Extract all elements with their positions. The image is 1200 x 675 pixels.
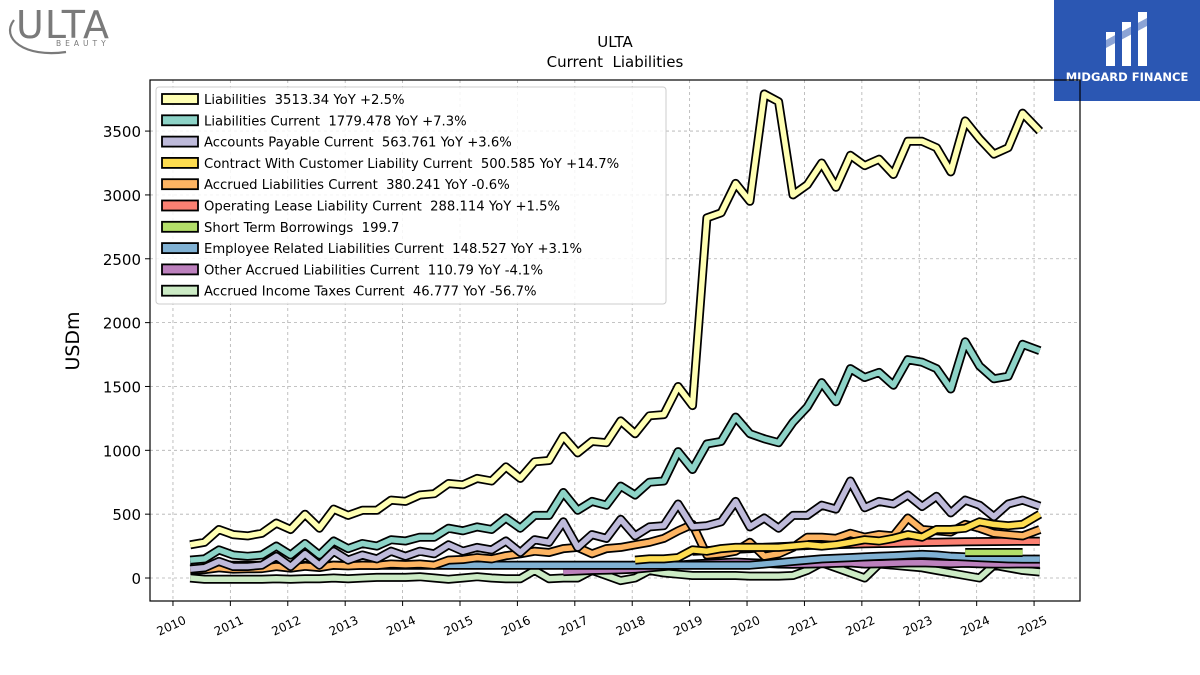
legend-entry-label: Other Accrued Liabilities Current 110.79… <box>204 263 543 278</box>
x-tick-label: 2015 <box>442 613 476 639</box>
chart-subtitle: Current Liabilities <box>547 53 684 71</box>
x-tick-label: 2014 <box>384 613 418 639</box>
legend-entry-label: Accounts Payable Current 563.761 YoY +3.… <box>204 136 512 151</box>
series-stroke <box>189 339 1041 563</box>
legend-entry-label: Employee Related Liabilities Current 148… <box>204 242 582 257</box>
legend-swatch <box>161 199 199 212</box>
y-tick-label: 1000 <box>103 442 141 460</box>
series-line-3 <box>634 510 1043 565</box>
plot-frame <box>149 79 1081 602</box>
series-line-4 <box>189 513 1042 575</box>
legend-entry-label: Accrued Liabilities Current 380.241 YoY … <box>204 178 510 193</box>
y-tick-label: 500 <box>112 506 141 524</box>
y-tick-label: 0 <box>131 570 141 588</box>
x-tick-label: 2012 <box>269 613 303 639</box>
series-stroke <box>190 515 1041 574</box>
x-tick-label: 2022 <box>844 613 878 639</box>
x-tick-label: 2023 <box>901 613 935 639</box>
legend-entry-label: Liabilities 3513.34 YoY +2.5% <box>204 93 405 108</box>
legend-swatch <box>161 178 199 191</box>
legend-swatch <box>161 284 199 297</box>
midgard-finance-logo: MIDGARD FINANCE <box>1054 0 1200 101</box>
y-tick-label: 2000 <box>103 315 141 333</box>
x-tick-label: 2020 <box>729 613 763 639</box>
legend-entry-label: Contract With Customer Liability Current… <box>204 157 619 172</box>
x-tick-label: 2018 <box>614 613 648 639</box>
legend-swatch <box>161 93 199 105</box>
midgard-brand-text: MIDGARD FINANCE <box>1065 70 1189 84</box>
chart-title: ULTA <box>597 33 633 51</box>
y-tick-label: 3000 <box>103 187 141 205</box>
x-tick-label: 2024 <box>958 613 992 639</box>
x-tick-label: 2016 <box>499 613 533 639</box>
midgard-mark-icon <box>1106 12 1147 66</box>
series-layer <box>189 89 1044 586</box>
legend-entry-label: Operating Lease Liability Current 288.11… <box>204 200 560 215</box>
x-tick-label: 2010 <box>155 613 189 639</box>
legend-swatch <box>161 242 199 255</box>
legend-entry-label: Short Term Borrowings 199.7 <box>204 221 399 236</box>
legend-swatch <box>161 220 199 233</box>
series-line-2 <box>189 476 1042 574</box>
y-tick-label: 1500 <box>103 378 141 396</box>
y-tick-label: 3500 <box>103 123 141 141</box>
x-tick-label: 2011 <box>212 613 246 639</box>
x-tick-label: 2025 <box>1016 613 1050 639</box>
ulta-logo: ULTA BEAUTY <box>4 2 134 58</box>
legend-box <box>155 86 667 305</box>
ulta-logo-subtext: BEAUTY <box>56 39 110 48</box>
series-stroke <box>189 91 1042 548</box>
legend-swatch <box>161 156 199 169</box>
legend-swatch <box>161 263 199 276</box>
x-tick-label: 2013 <box>327 613 361 639</box>
x-tick-label: 2019 <box>671 613 705 639</box>
legend-swatch <box>161 114 199 127</box>
legend-entry-label: Accrued Income Taxes Current 46.777 YoY … <box>204 285 537 300</box>
y-tick-label: 2500 <box>103 251 141 269</box>
series-line-1 <box>189 337 1042 565</box>
x-tick-label: 2021 <box>786 613 820 639</box>
x-tick-label: 2017 <box>556 613 590 639</box>
legend-swatch <box>161 135 199 148</box>
ulta-swoosh-icon <box>8 19 67 55</box>
ulta-logo-text: ULTA <box>16 3 110 47</box>
series-stroke <box>634 511 1042 563</box>
series-line-0 <box>189 89 1044 550</box>
series-stroke <box>189 478 1041 572</box>
legend: Liabilities 3513.34 YoY +2.5% Liabilities… <box>155 86 667 305</box>
ulta-logo-mark: ULTA BEAUTY <box>8 3 110 55</box>
legend-entry-label: Liabilities Current 1779.478 YoY +7.3% <box>204 114 467 129</box>
y-axis-label: USDm <box>62 311 84 370</box>
